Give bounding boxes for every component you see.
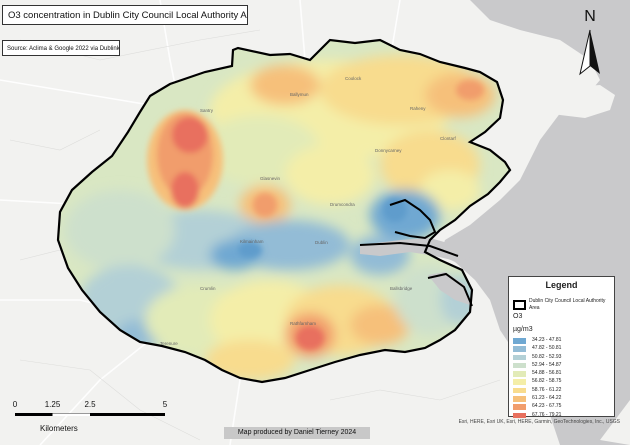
legend-class-label: 56.82 - 58.75 bbox=[532, 378, 562, 385]
legend-class-item: 52.94 - 54.87 bbox=[513, 362, 613, 370]
legend-layer-name: O3 bbox=[513, 313, 523, 320]
legend-class-item: 34.23 - 47.81 bbox=[513, 337, 613, 345]
scale-tick-label: 1.25 bbox=[44, 400, 61, 409]
scale-bar: 0 1.25 2.5 5 Kilometers bbox=[10, 400, 170, 440]
svg-text:Donnycarney: Donnycarney bbox=[375, 148, 402, 153]
legend-class-item: 64.23 - 67.75 bbox=[513, 403, 613, 411]
legend-boundary-entry: Dublin City Council Local Authority Area bbox=[513, 298, 613, 312]
legend-class-swatch bbox=[513, 354, 526, 361]
legend-class-swatch bbox=[513, 396, 526, 402]
legend-class-swatch bbox=[513, 371, 526, 377]
svg-text:Coolock: Coolock bbox=[345, 76, 362, 81]
svg-text:Santry: Santry bbox=[200, 108, 214, 113]
scale-tick-label: 0 bbox=[12, 400, 18, 409]
source-note: Source: Aclima & Google 2022 via Dublink… bbox=[2, 40, 120, 56]
map-title: O3 concentration in Dublin City Council … bbox=[2, 5, 248, 25]
legend-class-label: 67.76 - 79.21 bbox=[532, 411, 562, 418]
legend-class-label: 34.23 - 47.81 bbox=[532, 337, 562, 343]
legend-class-swatch bbox=[513, 412, 526, 419]
boundary-label: Dublin City Council Local Authority Area bbox=[529, 298, 606, 311]
legend-class-swatch bbox=[513, 379, 526, 385]
legend-class-label: 64.23 - 67.75 bbox=[532, 403, 562, 410]
legend-class-label: 58.76 - 61.22 bbox=[532, 386, 562, 393]
legend-class-item: 54.88 - 56.81 bbox=[513, 370, 613, 378]
svg-text:Glasnevin: Glasnevin bbox=[260, 176, 281, 181]
legend-class-swatch bbox=[513, 404, 526, 410]
legend-class-item: 61.23 - 64.22 bbox=[513, 395, 613, 403]
north-arrow-icon bbox=[579, 29, 600, 76]
svg-text:Crumlin: Crumlin bbox=[200, 286, 216, 291]
scale-tick-label: 5 bbox=[162, 400, 168, 409]
map-attribution: Esri, HERE, Esri UK, Esri, HERE, Garmin,… bbox=[458, 419, 620, 425]
north-arrow: N bbox=[570, 8, 610, 80]
svg-text:Dublin: Dublin bbox=[315, 240, 328, 245]
svg-text:Raheny: Raheny bbox=[410, 106, 426, 111]
svg-text:Rathfarnham: Rathfarnham bbox=[290, 321, 316, 326]
north-label: N bbox=[584, 8, 596, 25]
legend-classes: 34.23 - 47.81 47.82 - 50.81 50.82 - 52.93 5… bbox=[513, 337, 613, 420]
legend-class-item: 47.82 - 50.81 bbox=[513, 345, 613, 353]
dcc-boundary bbox=[56, 38, 512, 384]
svg-text:Ballsbridge: Ballsbridge bbox=[390, 286, 413, 291]
o3-concentration-surface: Santry Coolock Ballymun Raheny Donnycarn… bbox=[58, 40, 510, 382]
svg-text:Ballymun: Ballymun bbox=[290, 92, 309, 97]
scale-units: Kilometers bbox=[40, 424, 78, 433]
legend-class-label: 52.94 - 54.87 bbox=[532, 361, 562, 368]
svg-text:Clontarf: Clontarf bbox=[440, 136, 457, 141]
legend-class-swatch bbox=[513, 387, 526, 394]
legend-unit: µg/m3 bbox=[513, 326, 533, 333]
svg-text:Terenure: Terenure bbox=[160, 341, 178, 346]
map-credit: Map produced by Daniel Tierney 2024 bbox=[224, 427, 370, 439]
legend-panel: Legend Dublin City Council Local Authori… bbox=[508, 276, 615, 420]
scale-tick-label: 2.5 bbox=[84, 400, 96, 409]
svg-text:Kilmainham: Kilmainham bbox=[240, 239, 264, 244]
legend-class-label: 47.82 - 50.81 bbox=[532, 345, 562, 352]
legend-class-item: 67.76 - 79.21 bbox=[513, 412, 613, 420]
scale-bar-graphic bbox=[15, 413, 165, 416]
legend-class-swatch bbox=[513, 346, 526, 352]
legend-class-swatch bbox=[513, 338, 526, 344]
legend-class-label: 61.23 - 64.22 bbox=[532, 395, 562, 402]
svg-text:Drumcondra: Drumcondra bbox=[330, 202, 355, 207]
legend-class-item: 58.76 - 61.22 bbox=[513, 387, 613, 395]
boundary-swatch bbox=[513, 300, 526, 310]
legend-title: Legend bbox=[545, 280, 578, 290]
legend-class-label: 50.82 - 52.93 bbox=[532, 353, 562, 360]
legend-class-item: 50.82 - 52.93 bbox=[513, 354, 613, 362]
legend-class-label: 54.88 - 56.81 bbox=[532, 370, 562, 377]
legend-class-swatch bbox=[513, 362, 526, 369]
legend-class-item: 56.82 - 58.75 bbox=[513, 378, 613, 386]
